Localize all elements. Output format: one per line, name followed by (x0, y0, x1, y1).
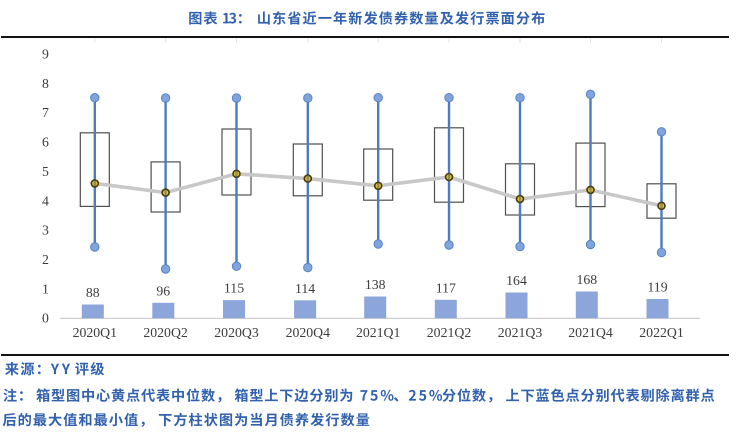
svg-text:2020Q3: 2020Q3 (214, 325, 259, 340)
svg-text:2020Q2: 2020Q2 (143, 325, 188, 340)
svg-text:138: 138 (365, 277, 386, 292)
svg-text:115: 115 (224, 281, 244, 296)
svg-text:3: 3 (42, 223, 49, 238)
svg-text:96: 96 (156, 283, 170, 298)
svg-text:1: 1 (42, 281, 49, 296)
svg-text:9: 9 (42, 47, 49, 62)
svg-text:2020Q1: 2020Q1 (73, 325, 118, 340)
svg-text:2: 2 (42, 252, 49, 267)
svg-text:7: 7 (42, 105, 49, 120)
svg-text:2021Q2: 2021Q2 (427, 325, 472, 340)
svg-text:168: 168 (576, 272, 597, 287)
svg-text:2020Q4: 2020Q4 (286, 325, 331, 340)
svg-text:8: 8 (42, 76, 49, 91)
svg-text:119: 119 (647, 280, 667, 295)
svg-text:164: 164 (506, 273, 527, 288)
svg-text:2021Q3: 2021Q3 (498, 325, 543, 340)
svg-text:88: 88 (86, 285, 100, 300)
svg-text:2022Q1: 2022Q1 (639, 325, 684, 340)
svg-text:0: 0 (42, 311, 49, 326)
svg-text:2021Q4: 2021Q4 (568, 325, 613, 340)
svg-text:2021Q1: 2021Q1 (356, 325, 401, 340)
svg-text:6: 6 (42, 135, 49, 150)
svg-text:4: 4 (42, 193, 49, 208)
svg-text:5: 5 (42, 164, 49, 179)
svg-text:114: 114 (295, 281, 315, 296)
svg-text:117: 117 (436, 280, 456, 295)
